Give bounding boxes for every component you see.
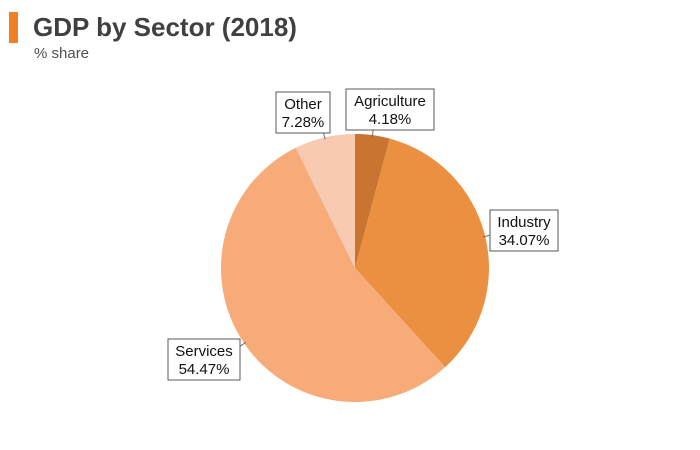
slice-name: Industry [497, 214, 551, 231]
pie-slice-industry [355, 138, 489, 368]
label-box [345, 88, 435, 131]
label-box [489, 209, 559, 252]
slice-name: Other [284, 96, 322, 113]
slice-value: 34.07% [499, 232, 550, 249]
slice-name: Agriculture [354, 93, 426, 110]
slice-value: 7.28% [282, 114, 325, 131]
chart-title: GDP by Sector (2018) [33, 12, 297, 42]
chart-header: GDP by Sector (2018) % share [0, 0, 700, 70]
slice-value: 4.18% [369, 111, 412, 128]
title-accent-bar [9, 12, 18, 43]
slice-value: 54.47% [179, 361, 230, 378]
slice-name: Services [175, 343, 233, 360]
label-box [275, 91, 331, 134]
pie-slices [220, 134, 489, 403]
pie-slice-other [295, 134, 355, 268]
label-box [167, 338, 241, 381]
chart-subtitle: % share [34, 45, 90, 62]
pie-slice-services [220, 147, 446, 403]
pie-slice-agriculture [355, 134, 390, 268]
